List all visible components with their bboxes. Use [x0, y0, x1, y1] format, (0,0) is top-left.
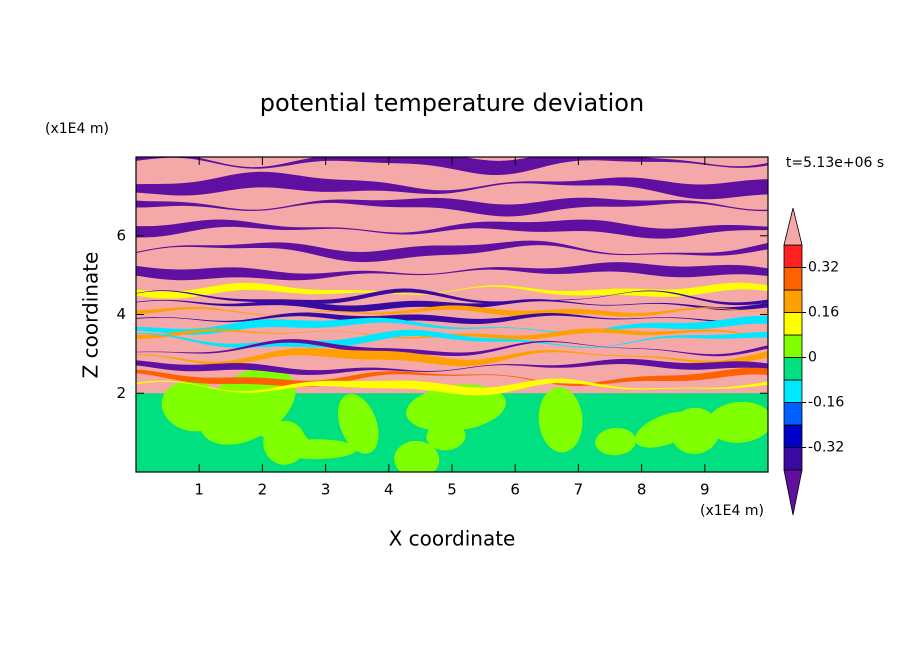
colorbar-box — [783, 424, 803, 448]
contour-field — [136, 157, 768, 472]
y-tick-label: 2 — [116, 384, 126, 402]
colorbar-tick-label: 0 — [808, 350, 817, 366]
field-blob — [161, 380, 225, 432]
colorbar-box — [783, 379, 803, 403]
field-blob — [635, 411, 697, 448]
colorbar-box — [783, 267, 803, 291]
field-stripe — [136, 288, 768, 306]
y-tick-label: 4 — [116, 305, 126, 323]
y-tick-label: 6 — [116, 226, 126, 244]
x-unit: (x1E4 m) — [700, 503, 764, 519]
field-stripe — [136, 219, 768, 239]
time-label: t=5.13e+06 s — [786, 155, 884, 171]
field-blob — [337, 393, 379, 454]
field-stripe — [136, 329, 768, 348]
x-tick-label: 3 — [321, 481, 331, 499]
x-tick-label: 9 — [700, 481, 710, 499]
field-stripe — [136, 378, 768, 396]
field-stripe — [136, 312, 768, 325]
field-stripe — [136, 367, 768, 387]
x-tick-label: 2 — [258, 481, 268, 499]
colorbar-box — [783, 402, 803, 426]
colorbar-box — [783, 244, 803, 268]
x-tick-label: 5 — [447, 481, 457, 499]
colorbar: 0.32 0.16 0 -0.16 -0.32 — [783, 207, 844, 516]
colorbar-box — [783, 357, 803, 381]
colorbar-box — [783, 312, 803, 336]
field-stripe — [136, 358, 768, 375]
field-stripe — [136, 240, 768, 263]
y-axis-label: Z coordinate — [79, 252, 103, 379]
field-stripe — [136, 262, 768, 281]
y-unit: (x1E4 m) — [45, 121, 109, 137]
colorbar-tick-label: 0.16 — [808, 305, 839, 321]
field-blob — [595, 427, 637, 456]
field-stripe — [136, 157, 768, 176]
field-stripe — [136, 328, 768, 340]
x-tick-label: 1 — [194, 481, 204, 499]
colorbar-under — [783, 469, 803, 516]
colorbar-tick-label: -0.32 — [808, 440, 844, 456]
x-tick-label: 7 — [574, 481, 584, 499]
x-axis-label: X coordinate — [389, 527, 516, 551]
field-blob — [406, 384, 506, 432]
field-stripe — [136, 197, 768, 217]
field-blob — [707, 401, 768, 443]
colorbar-box — [783, 447, 803, 471]
colorbar-box — [783, 289, 803, 313]
field-blob — [538, 387, 583, 453]
x-tick-label: 4 — [384, 481, 394, 499]
colorbar-tick-label: -0.16 — [808, 395, 844, 411]
colorbar-over — [783, 207, 803, 246]
colorbar-tick-label: 0.32 — [808, 260, 839, 276]
colorbar-box — [783, 334, 803, 358]
field-blob — [256, 420, 310, 451]
field-stripe — [136, 339, 768, 357]
field-blob — [394, 440, 440, 472]
field-stripe — [136, 282, 768, 299]
field-stripe — [136, 347, 768, 367]
field-stripe — [136, 171, 768, 200]
x-tick-label: 6 — [510, 481, 520, 499]
x-tick-label: 8 — [637, 481, 647, 499]
chart-title: potential temperature deviation — [260, 89, 644, 117]
